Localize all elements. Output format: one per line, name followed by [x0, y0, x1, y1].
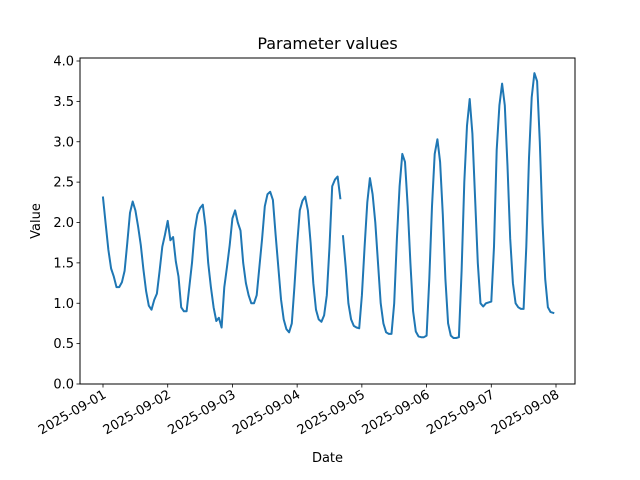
y-axis: 0.0 0.5 1.0 1.5 2.0 2.5 3.0 3.5 4.0 — [53, 55, 80, 393]
y-tick-label: 1.0 — [53, 297, 74, 312]
x-axis-label: Date — [312, 451, 343, 466]
y-tick-label: 3.5 — [53, 95, 74, 110]
axes-frame — [79, 57, 576, 385]
series-line — [101, 175, 342, 334]
y-tick-label: 1.5 — [53, 256, 74, 271]
y-tick-label: 3.0 — [53, 135, 74, 150]
y-tick-label: 2.0 — [53, 216, 74, 231]
y-tick-label: 0.5 — [53, 337, 74, 352]
plot-area — [101, 72, 555, 339]
y-axis-label: Value — [29, 203, 44, 239]
chart-title: Parameter values — [257, 34, 397, 53]
y-tick-label: 2.5 — [53, 176, 74, 191]
y-tick-label: 4.0 — [53, 55, 74, 70]
series-line — [341, 72, 555, 339]
y-tick-label: 0.0 — [53, 378, 74, 393]
